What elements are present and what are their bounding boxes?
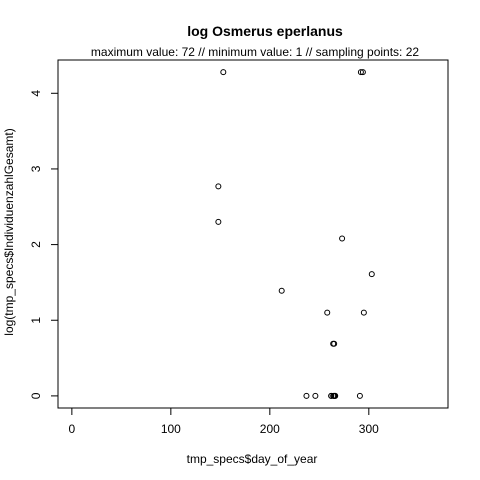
x-tick-label-2: 200 (260, 422, 280, 436)
data-point-19 (328, 392, 335, 399)
data-point-2 (215, 218, 222, 225)
x-tick-label-1: 100 (161, 422, 181, 436)
y-tick-label-4: 4 (29, 90, 43, 97)
x-tick-label-0: 0 (69, 422, 76, 436)
data-point-0 (220, 69, 227, 76)
data-point-9 (359, 69, 366, 76)
data-point-7 (339, 235, 346, 242)
data-points (215, 69, 375, 399)
chart-title: log Osmerus eperlanus (187, 23, 343, 39)
data-point-21 (332, 392, 339, 399)
y-axis: 0 1 2 3 4 (29, 90, 59, 399)
data-point-3 (278, 287, 285, 294)
data-point-6 (331, 340, 338, 347)
y-tick-label-2: 2 (29, 241, 43, 248)
x-tick-label-3: 300 (359, 422, 379, 436)
chart-subtitle: maximum value: 72 // minimum value: 1 //… (91, 45, 419, 59)
data-point-12 (303, 392, 310, 399)
y-tick-label-3: 3 (29, 165, 43, 172)
y-axis-label: log(tmp_specs$IndividuenzahlGesamt) (2, 128, 16, 335)
data-point-10 (360, 309, 367, 316)
data-point-18 (356, 392, 363, 399)
y-tick-label-0: 0 (29, 392, 43, 399)
data-point-1 (215, 183, 222, 190)
y-tick-label-1: 1 (29, 317, 43, 324)
data-point-8 (357, 69, 364, 76)
x-axis: 0 100 200 300 (69, 407, 379, 436)
data-point-4 (324, 309, 331, 316)
data-point-11 (368, 271, 375, 278)
x-axis-label: tmp_specs$day_of_year (187, 452, 318, 466)
data-point-13 (312, 392, 319, 399)
